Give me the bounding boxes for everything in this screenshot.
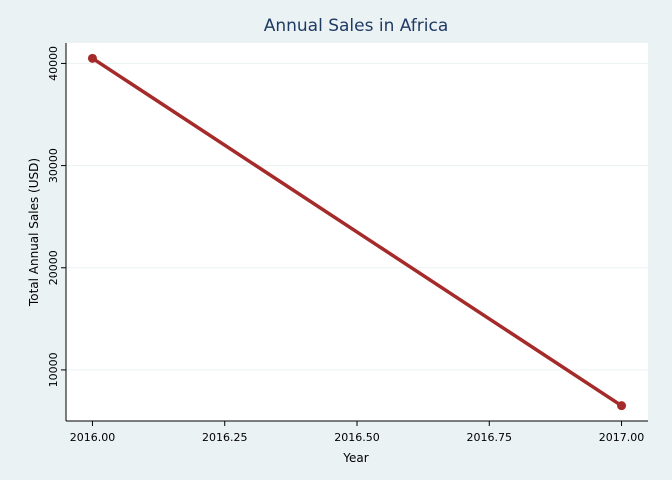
y-tick-label: 30000	[47, 148, 60, 183]
y-ticks: 10000 20000 30000 40000	[47, 46, 66, 387]
x-tick-label: 2016.50	[334, 431, 380, 444]
y-tick-label: 20000	[47, 250, 60, 285]
series-line	[90, 56, 624, 408]
chart-title: Annual Sales in Africa	[264, 16, 449, 36]
x-tick-label: 2017.00	[599, 431, 645, 444]
x-ticks: 2016.00 2016.25 2016.50 2016.75 2017.00	[70, 421, 645, 444]
x-tick-label: 2016.00	[70, 431, 116, 444]
y-tick-label: 10000	[47, 352, 60, 387]
series-layer	[87, 53, 627, 411]
data-point	[617, 401, 627, 411]
y-tick-label: 40000	[47, 46, 60, 81]
data-point	[87, 53, 97, 63]
x-tick-label: 2016.25	[202, 431, 248, 444]
x-tick-label: 2016.75	[467, 431, 513, 444]
y-axis-title: Total Annual Sales (USD)	[27, 158, 41, 307]
gridlines	[66, 62, 648, 371]
x-axis-title: Year	[342, 451, 368, 465]
